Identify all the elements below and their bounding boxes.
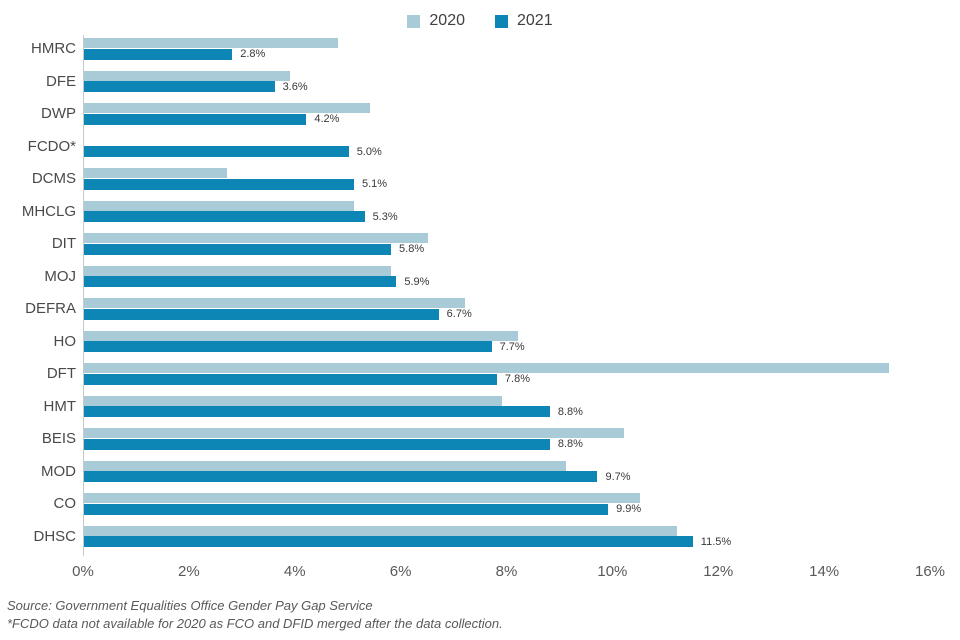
bar-2021-hmt: [84, 406, 550, 417]
data-label-moj: 5.9%: [404, 275, 430, 288]
bar-2021-hmrc: [84, 48, 233, 60]
category-label-ho: HO: [53, 332, 77, 350]
data-label-dcms: 5.1%: [361, 178, 388, 190]
category-label-dhsc: DHSC: [33, 527, 76, 545]
bar-2020-dft: [84, 363, 889, 373]
data-label-hmrc: 2.8%: [240, 48, 266, 60]
x-tick-16pct: 16%: [914, 563, 946, 580]
category-label-mod: MOD: [41, 462, 76, 480]
bar-2021-defra: [84, 308, 439, 320]
category-label-mhclg: MHCLG: [21, 202, 76, 220]
bar-2020-dit: [84, 233, 429, 243]
data-label-defra: 6.7%: [446, 308, 472, 320]
x-tick-2pct: 2%: [178, 563, 200, 580]
bar-2020-dwp: [84, 103, 370, 113]
category-label-dcms: DCMS: [31, 170, 76, 187]
category-label-dfe: DFE: [46, 72, 76, 90]
legend-label-2021: 2021: [517, 12, 553, 29]
x-tick-10pct: 10%: [597, 563, 628, 580]
bar-2020-dhsc: [84, 525, 677, 536]
category-label-fcdo: FCDO*: [27, 137, 76, 155]
data-label-ho: 7.7%: [499, 340, 525, 353]
bar-2021-beis: [84, 438, 550, 450]
y-axis-line: [83, 35, 84, 556]
category-label-dwp: DWP: [41, 105, 76, 122]
data-label-dhsc: 11.5%: [700, 535, 732, 548]
bar-2021-mod: [84, 471, 598, 482]
source-note: Source: Government Equalities Office Gen…: [7, 598, 373, 613]
bar-2020-beis: [84, 428, 624, 438]
bar-2020-defra: [84, 298, 466, 308]
category-label-dit: DIT: [51, 235, 76, 252]
data-label-dft: 7.8%: [504, 373, 530, 385]
category-label-beis: BEIS: [41, 430, 76, 447]
bar-2020-dfe: [84, 70, 291, 81]
data-label-hmt: 8.8%: [557, 405, 583, 418]
category-label-dft: DFT: [46, 365, 76, 382]
data-label-beis: 8.8%: [557, 438, 583, 450]
legend-swatch-2020: [407, 14, 421, 28]
category-label-hmt: HMT: [43, 397, 77, 415]
bar-2021-ho: [84, 341, 492, 352]
category-label-defra: DEFRA: [25, 300, 76, 317]
legend-label-2020: 2020: [429, 12, 465, 29]
bar-2020-mhclg: [84, 200, 354, 211]
bar-2021-fcdo: [84, 146, 349, 157]
bar-2021-co: [84, 503, 609, 515]
x-tick-14pct: 14%: [809, 563, 840, 580]
data-label-dit: 5.8%: [399, 243, 425, 255]
data-label-dwp: 4.2%: [314, 113, 340, 125]
chart-legend: 2020 2021: [0, 12, 960, 30]
bar-2021-dhsc: [84, 536, 693, 547]
bar-2020-hmrc: [84, 38, 339, 48]
x-tick-6pct: 6%: [389, 563, 412, 580]
category-label-moj: MOJ: [44, 267, 76, 285]
x-tick-12pct: 12%: [703, 563, 734, 580]
data-label-co: 9.9%: [616, 503, 642, 515]
bar-2021-dft: [84, 373, 497, 385]
category-label-co: CO: [53, 495, 77, 512]
bar-2020-co: [84, 493, 640, 503]
bar-2020-dcms: [84, 168, 227, 178]
bar-2020-ho: [84, 330, 519, 341]
bar-2021-dwp: [84, 113, 307, 125]
x-tick-0pct: 0%: [72, 563, 94, 580]
x-tick-4pct: 4%: [283, 563, 306, 580]
fcdo-footnote: *FCDO data not available for 2020 as FCO…: [7, 616, 503, 631]
data-label-mhclg: 5.3%: [372, 210, 398, 223]
data-label-fcdo: 5.0%: [356, 145, 382, 158]
bar-2021-dit: [84, 243, 392, 255]
legend-item-2021: 2021: [495, 12, 553, 30]
bar-2021-mhclg: [84, 211, 365, 222]
bar-2020-mod: [84, 460, 566, 471]
category-label-hmrc: HMRC: [31, 40, 76, 57]
x-tick-8pct: 8%: [495, 563, 518, 580]
bar-2020-moj: [84, 265, 392, 276]
data-label-dfe: 3.6%: [282, 80, 308, 93]
bar-2021-moj: [84, 276, 397, 287]
legend-item-2020: 2020: [407, 12, 465, 30]
bar-2020-hmt: [84, 395, 503, 406]
bar-2021-dcms: [84, 178, 354, 190]
bar-2021-dfe: [84, 81, 275, 92]
legend-swatch-2021: [495, 14, 508, 28]
data-label-mod: 9.7%: [605, 470, 631, 483]
